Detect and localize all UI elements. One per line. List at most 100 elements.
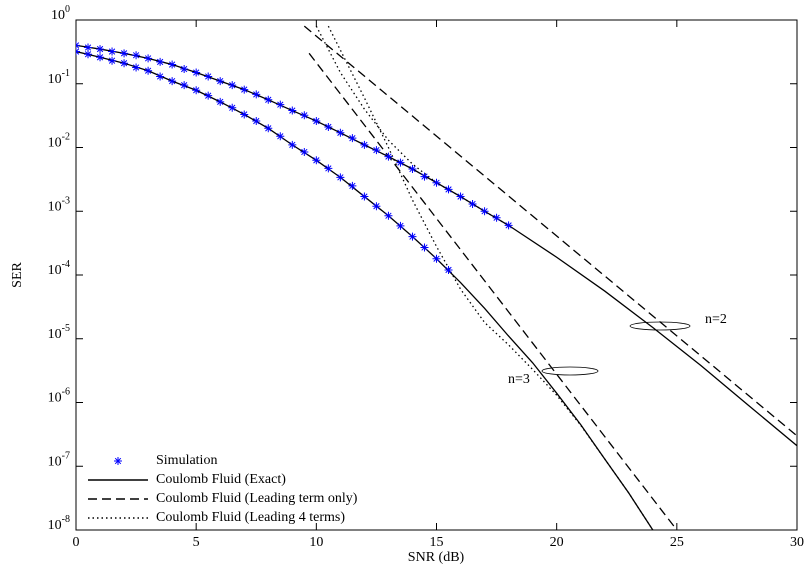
marker (228, 81, 237, 90)
y-tick-label: 10-5 (48, 323, 70, 342)
legend-marker (114, 457, 122, 465)
x-axis-label: SNR (dB) (408, 550, 465, 565)
marker (264, 124, 273, 133)
annotation: n=3 (508, 372, 530, 387)
plot-frame (75, 19, 798, 531)
marker (396, 158, 405, 167)
marker (276, 132, 285, 141)
x-tick-label: 15 (430, 535, 444, 550)
y-tick-label: 10-7 (48, 451, 70, 470)
marker (156, 57, 165, 66)
marker (312, 117, 321, 126)
x-tick-label: 5 (193, 535, 200, 550)
annotation-ellipse (629, 321, 691, 331)
y-tick-label: 10-8 (48, 514, 70, 533)
marker (192, 68, 201, 77)
legend-label: Coulomb Fluid (Leading term only) (156, 491, 358, 506)
marker (420, 243, 429, 252)
marker (312, 156, 321, 165)
marker (96, 45, 105, 54)
marker (360, 140, 369, 149)
marker (372, 146, 381, 155)
marker (168, 77, 177, 86)
y-tick-label: 10-3 (48, 196, 70, 215)
marker (108, 47, 117, 56)
marker (408, 164, 417, 173)
marker (480, 207, 489, 216)
line (308, 52, 678, 530)
marker (252, 117, 261, 126)
marker (120, 49, 129, 58)
x-tick-label: 0 (73, 535, 80, 550)
marker (276, 100, 285, 109)
x-tick-label: 10 (309, 535, 323, 550)
legend-label: Coulomb Fluid (Exact) (156, 472, 286, 487)
marker (180, 65, 189, 74)
marker (300, 111, 309, 120)
x-tick-label: 30 (790, 535, 804, 550)
marker (144, 54, 153, 63)
line (327, 25, 654, 530)
marker (96, 53, 105, 62)
marker (120, 59, 129, 68)
marker (384, 152, 393, 161)
marker (108, 56, 117, 65)
marker (288, 140, 297, 149)
y-tick-label: 10-1 (48, 68, 70, 87)
line (303, 25, 797, 437)
marker (372, 202, 381, 211)
marker (288, 106, 297, 115)
y-tick-label: 10-2 (48, 132, 70, 151)
marker (420, 172, 429, 181)
y-tick-label: 10-6 (48, 387, 70, 406)
marker (396, 221, 405, 230)
marker (456, 192, 465, 201)
x-tick-label: 20 (550, 535, 564, 550)
marker (336, 173, 345, 182)
marker (228, 103, 237, 112)
y-tick-label: 10-4 (48, 259, 70, 278)
marker (264, 95, 273, 104)
legend-label: Coulomb Fluid (Leading 4 terms) (156, 510, 345, 525)
marker (324, 122, 333, 131)
marker (76, 47, 80, 56)
marker (432, 254, 441, 263)
y-axis-label: SER (10, 262, 25, 288)
marker (444, 265, 453, 274)
marker (84, 50, 93, 59)
marker (384, 211, 393, 220)
marker (240, 110, 249, 119)
marker (468, 199, 477, 208)
marker (216, 77, 225, 86)
x-tick-label: 25 (670, 535, 684, 550)
marker (204, 91, 213, 100)
marker (240, 85, 249, 94)
marker (252, 90, 261, 99)
marker (360, 192, 369, 201)
marker (144, 66, 153, 75)
marker (132, 51, 141, 60)
marker (84, 43, 93, 52)
marker (324, 164, 333, 173)
annotation-ellipse (541, 366, 599, 376)
annotation: n=2 (705, 312, 727, 327)
marker (408, 232, 417, 241)
marker (336, 128, 345, 137)
marker (432, 178, 441, 187)
marker (204, 72, 213, 81)
marker (168, 60, 177, 69)
y-tick-label: 100 (51, 4, 70, 23)
marker (492, 213, 501, 222)
plot-area (76, 25, 797, 530)
marker (300, 148, 309, 156)
marker (180, 81, 189, 90)
marker (444, 185, 453, 194)
marker (348, 181, 357, 190)
marker (156, 72, 165, 81)
marker (348, 134, 357, 143)
marker (192, 86, 201, 95)
marker (132, 63, 141, 72)
legend-label: Simulation (156, 453, 217, 468)
